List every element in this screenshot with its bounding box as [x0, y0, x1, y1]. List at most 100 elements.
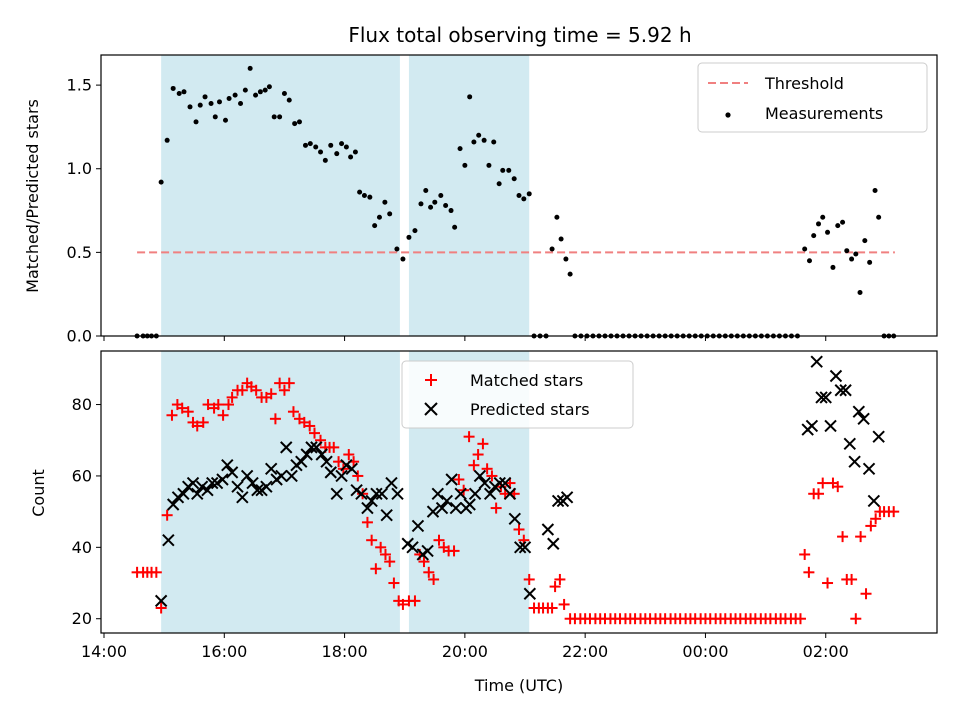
predicted-stars-point [483, 487, 497, 500]
matched-stars-point [837, 531, 849, 543]
matched-stars-point [463, 431, 475, 443]
measurement-point [496, 181, 502, 187]
matched-stars-point [554, 573, 566, 585]
matched-stars-point [850, 613, 862, 625]
matched-stars-point [287, 406, 299, 418]
counts-legend-box [401, 360, 634, 429]
x-tick-label: 16:00 [201, 642, 247, 661]
legend-matched-swatch [425, 374, 437, 386]
matched-stars-point [870, 513, 882, 525]
legend-measurements-swatch [725, 112, 731, 118]
predicted-stars-point [335, 469, 348, 483]
predicted-stars-point [315, 448, 328, 461]
predicted-stars-point [201, 484, 214, 497]
predicted-stars-point [246, 476, 259, 490]
matched-stars-point [865, 520, 877, 532]
predicted-stars-point [523, 587, 537, 600]
measurement-point [387, 211, 393, 217]
matched-stars-point [799, 548, 811, 560]
matched-stars-point [278, 384, 290, 396]
predicted-stars-point [320, 455, 333, 468]
legend-threshold-label: Threshold [764, 74, 844, 93]
measurement-point [418, 201, 424, 207]
measurement-point [476, 132, 482, 138]
measurement-point [526, 191, 532, 197]
y-tick-label: 1.0 [67, 159, 92, 178]
measurement-point [352, 149, 358, 155]
measurement-point [471, 139, 477, 145]
ratio-legend-box [697, 62, 928, 133]
x-tick-label: 22:00 [562, 642, 608, 661]
predicted-stars-point [251, 484, 264, 497]
predicted-stars-point [435, 501, 449, 515]
matched-stars-point [822, 577, 834, 589]
predicted-stars-point [305, 441, 318, 454]
measurement-point [170, 85, 176, 91]
matched-stars-point [888, 506, 900, 518]
matched-stars-point [855, 531, 867, 543]
matched-stars-point [549, 581, 561, 593]
measurement-point [872, 187, 878, 193]
predicted-stars-point [473, 469, 487, 483]
measurement-point [816, 221, 822, 227]
predicted-stars-point [508, 512, 521, 525]
measurement-point [802, 246, 808, 252]
matched-stars-point [366, 534, 378, 546]
measurement-point [322, 157, 328, 163]
measurement-point [486, 162, 492, 168]
measurement-point [164, 137, 170, 143]
predicted-stars-point [225, 466, 239, 479]
y-tick-label: 1.5 [67, 76, 92, 95]
predicted-stars-point [380, 508, 393, 522]
measurement-point [554, 214, 560, 220]
matched-stars-point [384, 556, 396, 568]
predicted-stars-point [162, 533, 175, 547]
predicted-stars-point [848, 455, 861, 468]
measurement-point [307, 141, 313, 147]
measurement-point [242, 87, 248, 93]
predicted-stars-point [385, 476, 398, 490]
measurement-point [266, 84, 272, 90]
measurement-point [197, 102, 203, 108]
measurement-point [187, 104, 193, 110]
predicted-stars-point [280, 441, 293, 454]
ratio-y-axis-ticks: 0.0 0.5 1.0 1.5 [67, 76, 101, 346]
x-tick-label: 02:00 [803, 642, 849, 661]
measurement-point [181, 89, 187, 95]
matched-stars-point [202, 399, 214, 411]
measurement-point [452, 224, 458, 230]
ratio-y-axis-label: Matched/Predicted stars [23, 99, 42, 293]
matched-stars-point [490, 502, 502, 514]
predicted-stars-point [365, 494, 378, 508]
predicted-stars-point [440, 494, 454, 508]
measurement-point [511, 176, 517, 182]
predicted-stars-point [285, 469, 298, 483]
matched-stars-point [418, 556, 430, 568]
predicted-stars-point [445, 473, 458, 486]
matched-stars-point [558, 598, 570, 610]
measurement-point [193, 119, 199, 125]
measurement-point [361, 193, 367, 198]
predicted-stars-point [391, 487, 404, 500]
counts-x-axis-ticks: 14:00 16:00 18:00 20:00 22:00 00:00 02:00 [81, 633, 849, 661]
measurement-point [232, 92, 238, 98]
predicted-stars-point [843, 437, 856, 451]
matched-stars-point [236, 384, 248, 396]
y-tick-label: 40 [72, 538, 92, 557]
matched-stars-point [226, 391, 238, 403]
predicted-stars-point [300, 448, 313, 461]
predicted-stars-point [240, 469, 254, 483]
measurement-point [348, 154, 354, 160]
matched-stars-point [388, 577, 400, 589]
predicted-stars-point [498, 476, 512, 490]
matched-stars-point [161, 509, 173, 521]
predicted-stars-point [478, 476, 491, 490]
matched-stars-point [428, 573, 440, 585]
counts-plot-frame [100, 350, 938, 634]
matched-stars-point [472, 449, 484, 461]
predicted-stars-point [454, 487, 467, 500]
measurement-point [334, 151, 340, 157]
predicted-stars-point [191, 487, 204, 500]
measurement-point [491, 139, 497, 145]
measurement-point [462, 162, 468, 168]
